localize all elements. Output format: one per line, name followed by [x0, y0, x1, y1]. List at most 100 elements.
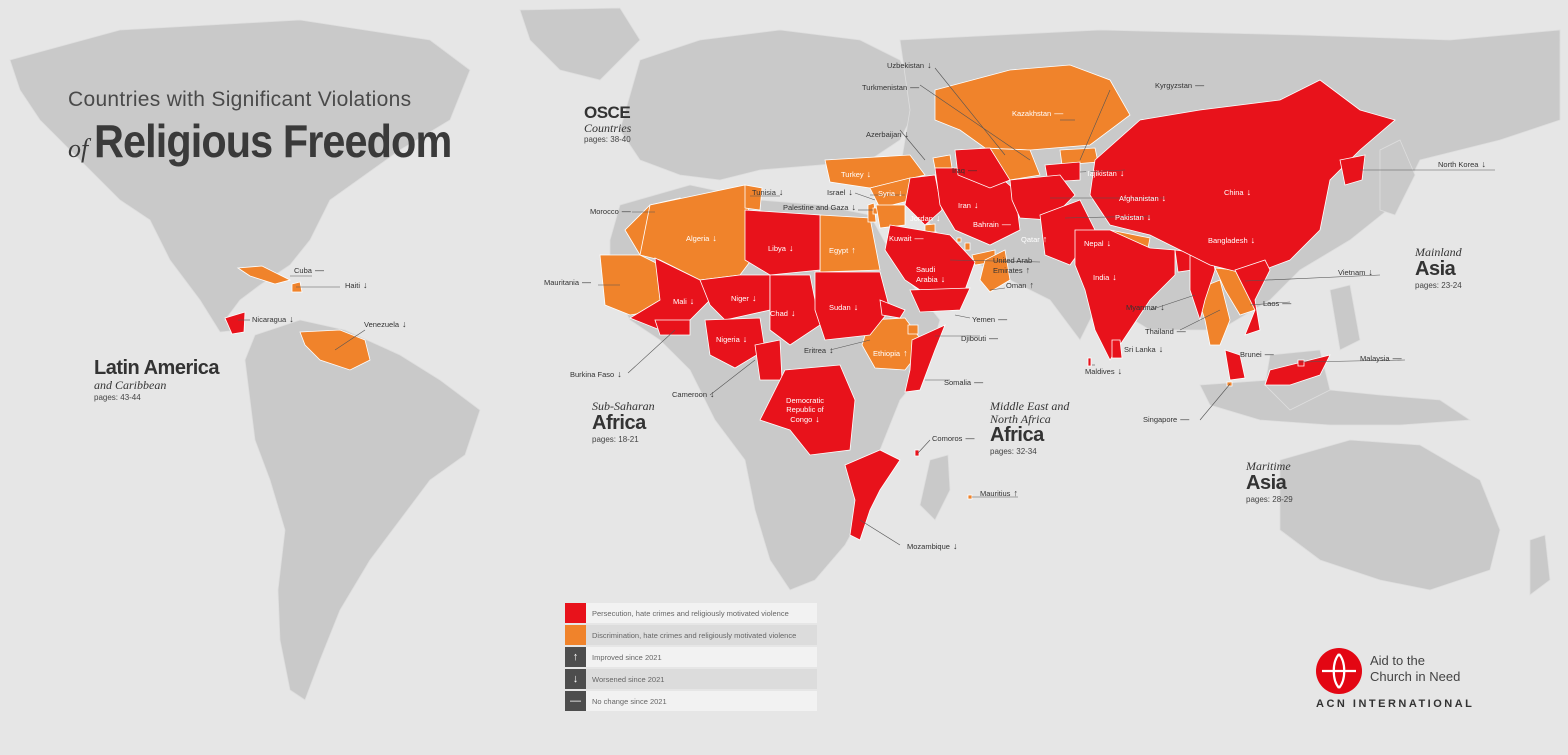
region-mena-big: Africa: [990, 424, 1044, 447]
country-label: Vietnam ↓: [1338, 267, 1373, 277]
eritrea-shape: [879, 299, 906, 319]
country-label: Burkina Faso ↓: [570, 369, 622, 379]
country-label: Nepal ↓: [1084, 238, 1111, 248]
country-name: Maldives: [1085, 367, 1115, 376]
region-mainland-asia-big: Asia: [1415, 257, 1456, 280]
trend-icon: ↓: [848, 187, 853, 197]
south-america-landmass: [244, 319, 481, 701]
country-label: Bangladesh ↓: [1208, 235, 1255, 245]
country-label: Laos —: [1263, 298, 1291, 308]
acn-logo: Aid to the Church in Need ACN INTERNATIO…: [1316, 648, 1496, 718]
country-label: Myanmar ↓: [1126, 302, 1165, 312]
country-name: Ethiopia: [873, 349, 901, 358]
trend-icon: —: [965, 433, 975, 443]
country-label: Algeria ↓: [686, 233, 717, 243]
country-label: North Korea ↓: [1438, 159, 1486, 169]
country-label: Djibouti —: [961, 333, 998, 343]
country-label: Turkmenistan —: [862, 82, 919, 92]
malaysia-borneo-shape: [1264, 354, 1331, 386]
trend-icon: —: [910, 82, 920, 92]
country-name: Azerbaijan: [866, 130, 902, 139]
country-label: Venezuela ↓: [364, 319, 407, 329]
country-label: Iraq —: [952, 165, 977, 175]
region-maritime-asia-sub: Maritime: [1246, 459, 1291, 473]
turkmenistan-shape: [954, 147, 1011, 189]
trend-icon: —: [1001, 219, 1011, 229]
malaysia-shape: [1224, 349, 1246, 381]
country-label: Mozambique ↓: [907, 541, 957, 551]
trend-icon: ↑: [1029, 280, 1034, 290]
country-name: Syria: [878, 189, 896, 198]
country-label: United Arab Emirates ↑: [993, 256, 1043, 275]
country-name: Malaysia: [1360, 354, 1390, 363]
country-name: Bahrain: [973, 220, 999, 229]
country-label: Nicaragua ↓: [252, 314, 294, 324]
region-osce: OSCE Countries pages: 38-40: [584, 104, 631, 145]
trend-icon: —: [314, 265, 324, 275]
country-label: Oman ↑: [1006, 280, 1034, 290]
country-name: Uzbekistan: [887, 61, 925, 70]
trend-icon: —: [914, 233, 924, 243]
country-name: Oman: [1006, 281, 1027, 290]
legend-label: Improved since 2021: [592, 652, 662, 662]
title-main: Religious Freedom: [94, 115, 452, 167]
country-label: Niger ↓: [731, 293, 756, 303]
trend-icon: ↓: [710, 389, 715, 399]
region-ssa: Sub-Saharan Africa pages: 18-21: [592, 400, 655, 444]
maldives-shape: [1087, 357, 1092, 367]
trend-icon: —: [1176, 326, 1186, 336]
region-mena: Middle East and North Africa Africa page…: [990, 400, 1090, 457]
country-name: Palestine and Gaza: [783, 203, 849, 212]
country-label: Jordan ↓: [910, 213, 940, 223]
country-name: Chad: [770, 309, 788, 318]
country-name: Somalia: [944, 378, 972, 387]
country-label: China ↓: [1224, 187, 1251, 197]
trend-icon: —: [989, 333, 999, 343]
acn-org: ACN INTERNATIONAL: [1316, 698, 1475, 710]
comoros-shape: [914, 449, 920, 457]
north-korea-shape: [1339, 154, 1366, 186]
country-name: Singapore: [1143, 415, 1178, 424]
trend-icon: ↓: [1119, 168, 1125, 178]
legend-row-no-change: — No change since 2021: [565, 691, 817, 711]
region-osce-sub: Countries: [584, 120, 632, 135]
trend-icon: ↓: [853, 302, 859, 312]
country-label: Mauritania —: [544, 277, 591, 287]
country-label: Afghanistan ↓: [1119, 193, 1166, 203]
trend-icon: —: [1282, 298, 1292, 308]
bahrain-shape: [956, 237, 962, 243]
china-shape: [1089, 79, 1396, 276]
country-name: China: [1224, 188, 1244, 197]
country-name: India: [1093, 273, 1110, 282]
country-label: India ↓: [1093, 272, 1117, 282]
region-latin-america: Latin America and Caribbean pages: 43-44: [94, 358, 220, 402]
vietnam-shape: [1234, 259, 1271, 336]
trend-icon: —: [974, 377, 984, 387]
country-label: Kazakhstan —: [1012, 108, 1063, 118]
title-line-1: Countries with Significant Violations: [68, 88, 412, 111]
country-label: Sri Lanka ↓: [1124, 344, 1163, 354]
country-label: Eritrea ↓: [804, 345, 834, 355]
country-name: Burkina Faso: [570, 370, 615, 379]
acn-cross-icon-svg: [1322, 653, 1356, 689]
country-name: Venezuela: [364, 320, 400, 329]
new-zealand-landmass: [1529, 534, 1551, 596]
trend-icon: ↓: [815, 414, 820, 424]
cuba-shape: [236, 265, 292, 285]
country-label: Somalia —: [944, 377, 983, 387]
country-name: Saudi Arabia: [916, 265, 938, 284]
country-label: Thailand —: [1145, 326, 1186, 336]
trend-icon: ↓: [973, 200, 979, 210]
country-name: Thailand: [1145, 327, 1174, 336]
iraq-shape: [904, 174, 943, 226]
trend-icon: ↓: [1250, 235, 1256, 245]
sri-lanka-shape: [1111, 339, 1123, 359]
country-label: Sudan ↓: [829, 302, 858, 312]
country-name: Brunei: [1240, 350, 1262, 359]
country-name: Israel: [827, 188, 846, 197]
country-label: Egypt ↑: [829, 245, 856, 255]
title-line-2: of Religious Freedom: [68, 114, 491, 168]
trend-icon: ↓: [927, 60, 932, 70]
brunei-shape: [1297, 359, 1305, 367]
region-mainland-asia-sub: Mainland: [1415, 245, 1462, 259]
